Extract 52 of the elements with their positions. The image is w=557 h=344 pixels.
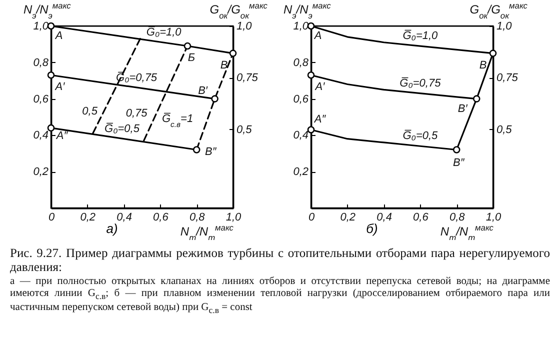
x-tick-label: 0,6 <box>153 212 170 224</box>
x-tick-label: 0 <box>48 212 56 224</box>
text: Рис. 9.27. Пример диаграммы режимов турбины с отопительными отборами пара нерегулируемого давления: <box>10 246 550 274</box>
annotation: А <box>54 30 63 42</box>
annotation: В′ <box>198 84 208 97</box>
x-tick-label: 0,4 <box>376 212 392 224</box>
text: б) <box>366 221 378 236</box>
annotation: G̅₀=1,0 <box>146 25 182 38</box>
annotation: G̅₀=0,75 <box>116 70 158 84</box>
y2-tick-label: 0,75 <box>236 72 259 84</box>
text: а — при полностью открытых клапанах на линиях отборов и отсутствии перепуска сетевой воды; на диаграмме имеются линии G$_{с.в}$; б — при плавном изменении тепловой нагрузки (дросселированием отбираемого пара или частичным перепуском сетевой воды) при G$_{с.в}$ = const <box>10 276 550 316</box>
y2-tick-label: 1,0 <box>496 20 513 32</box>
annotation: 0,75 <box>126 107 148 120</box>
y-tick-label: 0,6 <box>293 93 310 106</box>
y-tick-label: 0,4 <box>293 130 308 142</box>
y2-tick-label: 0,5 <box>236 124 253 136</box>
y-tick-label: 0,4 <box>33 130 48 142</box>
y2-tick-label: 0,75 <box>496 72 519 84</box>
annotation: G̅₀=1,0 <box>402 29 439 42</box>
y2-tick-label: 0,5 <box>496 124 513 136</box>
annotation: А′ <box>54 81 66 94</box>
x-tick-label: 0,8 <box>189 212 206 224</box>
annotation: В <box>479 59 487 72</box>
annotation: А′ <box>314 81 326 94</box>
y-tick-label: 0,8 <box>33 56 50 69</box>
x-tick-label: 0,8 <box>449 212 466 224</box>
annotation: В″ <box>204 146 218 158</box>
x-tick-label: 0 <box>308 212 316 224</box>
annotation: А <box>313 30 322 42</box>
annotation: В′ <box>458 102 468 115</box>
annotation: 0,5 <box>82 106 98 118</box>
annotation: В″ <box>452 156 466 169</box>
annotation: Б <box>188 52 196 64</box>
annotation: В <box>220 59 228 72</box>
text: а) <box>106 221 118 236</box>
y-tick-label: 0,6 <box>33 93 50 106</box>
x-tick-label: 0,2 <box>340 212 356 224</box>
y-tick-label: 0,8 <box>293 56 310 69</box>
x-tick-label: 0,4 <box>116 212 132 224</box>
annotation: G̅₀=0,5 <box>104 122 140 135</box>
annotation: G̅$_{с.в}$=1 <box>162 112 194 128</box>
x-tick-label: 0,6 <box>413 212 430 224</box>
annotation: А″ <box>313 114 327 126</box>
annotation: G̅₀=0,5 <box>402 129 439 142</box>
x-tick-label: 1,0 <box>486 212 502 224</box>
annotation: А″ <box>55 130 69 142</box>
x-tick-label: 0,2 <box>80 212 96 224</box>
x-tick-label: 1,0 <box>226 212 242 224</box>
y-tick-label: 0,2 <box>33 166 48 178</box>
y2-tick-label: 1,0 <box>236 20 253 32</box>
annotation: G̅₀=0,75 <box>400 76 442 90</box>
y-tick-label: 0,2 <box>293 166 308 178</box>
